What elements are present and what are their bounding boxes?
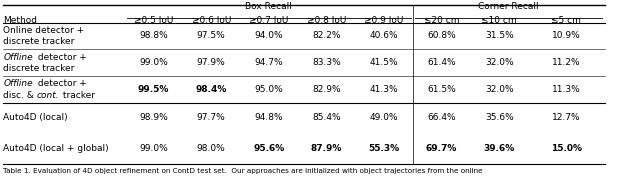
- Text: 32.0%: 32.0%: [485, 58, 513, 67]
- Text: 49.0%: 49.0%: [370, 113, 398, 122]
- Text: ≥0.8 IoU: ≥0.8 IoU: [307, 16, 346, 25]
- Text: 97.7%: 97.7%: [197, 113, 225, 122]
- Text: ≤20 cm: ≤20 cm: [424, 16, 460, 25]
- Text: 98.9%: 98.9%: [140, 113, 168, 122]
- Text: 66.4%: 66.4%: [428, 113, 456, 122]
- Text: 61.4%: 61.4%: [428, 58, 456, 67]
- Text: Auto4D (local + global): Auto4D (local + global): [3, 144, 109, 153]
- Text: 32.0%: 32.0%: [485, 85, 513, 94]
- Text: 35.6%: 35.6%: [485, 113, 513, 122]
- Text: discrete tracker: discrete tracker: [3, 64, 75, 73]
- Text: Offline: Offline: [3, 53, 33, 62]
- Text: Method: Method: [3, 16, 37, 25]
- Text: 40.6%: 40.6%: [370, 31, 398, 40]
- Text: Online detector +: Online detector +: [3, 26, 84, 35]
- Text: 12.7%: 12.7%: [552, 113, 580, 122]
- Text: 11.2%: 11.2%: [552, 58, 580, 67]
- Text: 95.0%: 95.0%: [255, 85, 283, 94]
- Text: 95.6%: 95.6%: [253, 144, 284, 153]
- Text: 60.8%: 60.8%: [428, 31, 456, 40]
- Text: 82.9%: 82.9%: [312, 85, 340, 94]
- Text: 94.8%: 94.8%: [255, 113, 283, 122]
- Text: 55.3%: 55.3%: [369, 144, 399, 153]
- Text: 97.9%: 97.9%: [197, 58, 225, 67]
- Text: 11.3%: 11.3%: [552, 85, 580, 94]
- Text: Table 1. Evaluation of 4D object refinement on ContD test set.  Our approaches a: Table 1. Evaluation of 4D object refinem…: [3, 168, 483, 174]
- Text: detector +: detector +: [35, 79, 87, 88]
- Text: ≥0.5 IoU: ≥0.5 IoU: [134, 16, 173, 25]
- Text: cont.: cont.: [37, 91, 60, 100]
- Text: Auto4D (local): Auto4D (local): [3, 113, 68, 122]
- Text: ≥0.9 IoU: ≥0.9 IoU: [364, 16, 404, 25]
- Text: Offline: Offline: [3, 79, 33, 88]
- Text: 99.0%: 99.0%: [140, 58, 168, 67]
- Text: discrete tracker: discrete tracker: [3, 37, 75, 46]
- Text: Corner Recall: Corner Recall: [478, 2, 538, 11]
- Text: 98.4%: 98.4%: [195, 85, 227, 94]
- Text: 94.0%: 94.0%: [255, 31, 283, 40]
- Text: detector +: detector +: [35, 53, 87, 62]
- Text: 10.9%: 10.9%: [552, 31, 580, 40]
- Text: 97.5%: 97.5%: [197, 31, 225, 40]
- Text: tracker: tracker: [60, 91, 95, 100]
- Text: 69.7%: 69.7%: [426, 144, 458, 153]
- Text: disc. &: disc. &: [3, 91, 37, 100]
- Text: 85.4%: 85.4%: [312, 113, 340, 122]
- Text: 94.7%: 94.7%: [255, 58, 283, 67]
- Text: 98.0%: 98.0%: [197, 144, 225, 153]
- Text: 41.3%: 41.3%: [370, 85, 398, 94]
- Text: 87.9%: 87.9%: [310, 144, 342, 153]
- Text: 31.5%: 31.5%: [485, 31, 513, 40]
- Text: 82.2%: 82.2%: [312, 31, 340, 40]
- Text: ≥0.7 IoU: ≥0.7 IoU: [249, 16, 289, 25]
- Text: 61.5%: 61.5%: [428, 85, 456, 94]
- Text: 41.5%: 41.5%: [370, 58, 398, 67]
- Text: ≥0.6 IoU: ≥0.6 IoU: [191, 16, 231, 25]
- Text: Box Recall: Box Recall: [245, 2, 292, 11]
- Text: 83.3%: 83.3%: [312, 58, 340, 67]
- Text: 99.0%: 99.0%: [140, 144, 168, 153]
- Text: ≤10 cm: ≤10 cm: [481, 16, 517, 25]
- Text: ≤5 cm: ≤5 cm: [552, 16, 581, 25]
- Text: 15.0%: 15.0%: [551, 144, 582, 153]
- Text: 39.6%: 39.6%: [484, 144, 515, 153]
- Text: 99.5%: 99.5%: [138, 85, 170, 94]
- Text: 98.8%: 98.8%: [140, 31, 168, 40]
